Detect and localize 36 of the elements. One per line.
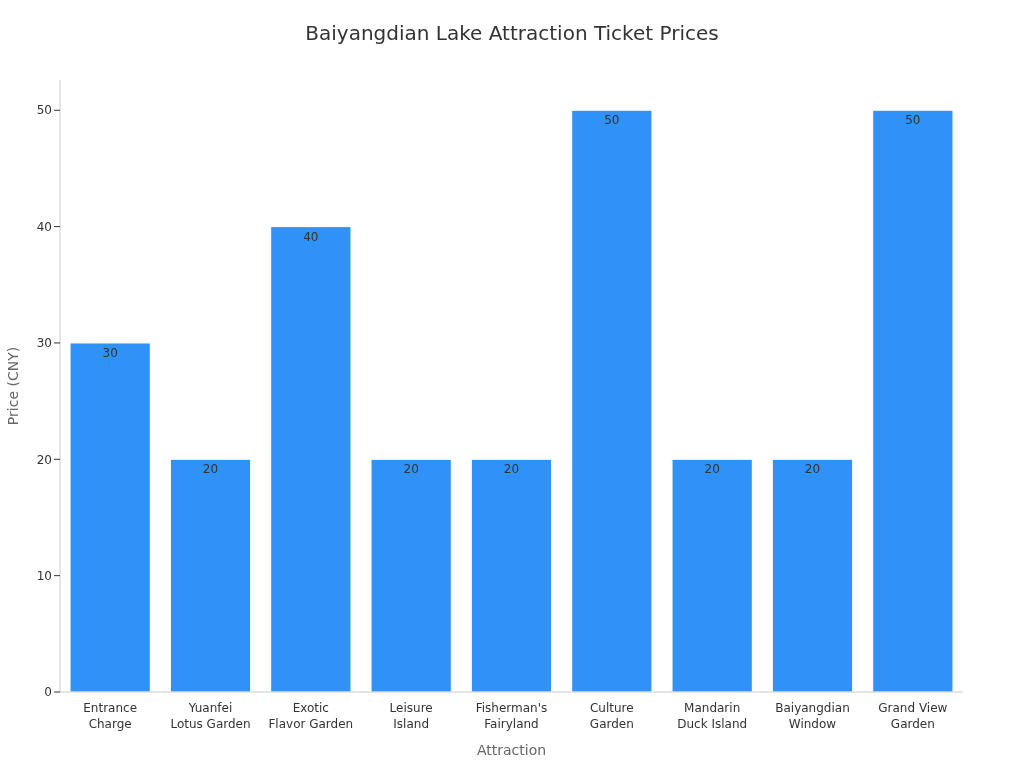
- y-tick-label: 50: [36, 103, 52, 118]
- data-label: 30: [102, 345, 118, 360]
- data-label: 20: [704, 462, 720, 477]
- bar: [69, 342, 151, 693]
- data-label: 20: [804, 462, 821, 477]
- y-tick-label: 20: [36, 452, 52, 467]
- bar: [470, 458, 553, 693]
- bar: [370, 458, 452, 693]
- data-label: 20: [503, 462, 520, 477]
- y-tick-label: 0: [44, 685, 52, 700]
- x-tick-label: Culture Garden: [589, 701, 634, 731]
- y-axis-title: Price (CNY): [5, 346, 21, 426]
- y-tick-label: 30: [36, 336, 52, 351]
- bar: [270, 226, 352, 693]
- x-tick-label: Entrance Charge: [83, 701, 138, 731]
- y-tick-label: 40: [36, 219, 52, 234]
- x-tick-label: Baiyangdian Window: [775, 701, 850, 731]
- x-tick-label: Mandarin Duck Island: [677, 701, 748, 731]
- data-label: 20: [202, 462, 219, 477]
- bar: [671, 458, 753, 693]
- bar: [771, 458, 854, 693]
- data-label: 40: [303, 229, 319, 244]
- x-axis-title: Attraction: [476, 742, 547, 758]
- data-label: 50: [905, 113, 921, 128]
- bar: [872, 109, 954, 693]
- y-tick-label: 10: [36, 568, 52, 583]
- x-tick-label: Yuanfei Lotus Garden: [170, 701, 251, 731]
- x-tick-label: Exotic Flavor Garden: [268, 701, 354, 731]
- x-tick-label: Fisherman's Fairyland: [475, 701, 548, 731]
- chart-title: Baiyangdian Lake Attraction Ticket Prices: [305, 21, 719, 45]
- data-label: 20: [403, 462, 419, 477]
- bar: [169, 458, 252, 693]
- data-label: 50: [604, 113, 620, 128]
- x-tick-label: Leisure Island: [389, 701, 433, 731]
- x-tick-label: Grand View Garden: [878, 701, 948, 731]
- bar: [571, 109, 653, 693]
